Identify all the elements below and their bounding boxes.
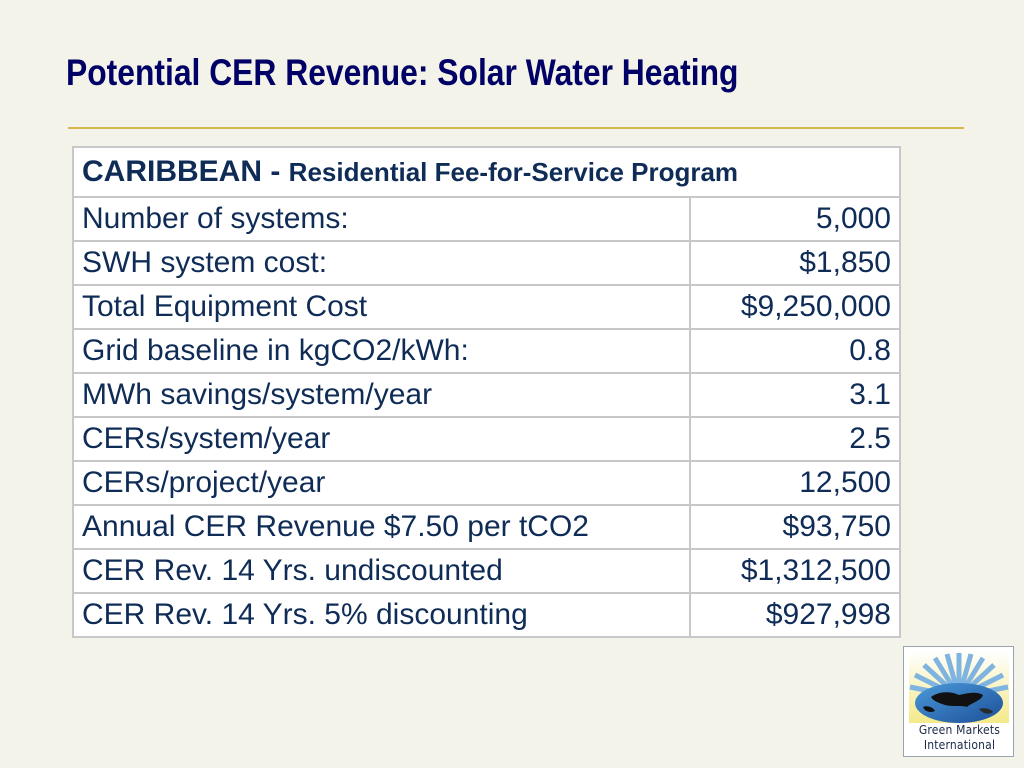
sun-globe-icon bbox=[909, 651, 1009, 723]
table-row: CERs/system/year 2.5 bbox=[71, 416, 901, 462]
row-label: Total Equipment Cost bbox=[71, 284, 692, 330]
row-value: 5,000 bbox=[689, 196, 901, 242]
row-label: SWH system cost: bbox=[71, 240, 692, 286]
green-markets-logo: Green Markets International bbox=[903, 646, 1014, 757]
logo-text-line2: International bbox=[923, 738, 996, 752]
title-divider bbox=[68, 127, 964, 129]
row-value: 0.8 bbox=[689, 328, 901, 374]
table-row: Number of systems: 5,000 bbox=[71, 196, 901, 242]
row-label: CER Rev. 14 Yrs. 5% discounting bbox=[71, 592, 692, 638]
table-row: Total Equipment Cost $9,250,000 bbox=[71, 284, 901, 330]
logo-text-line1: Green Markets bbox=[918, 723, 1001, 737]
row-label: MWh savings/system/year bbox=[71, 372, 692, 418]
row-label: CERs/project/year bbox=[71, 460, 692, 506]
table-header-program: Residential Fee-for-Service Program bbox=[288, 157, 739, 187]
row-label: Grid baseline in kgCO2/kWh: bbox=[71, 328, 692, 374]
table-row: Annual CER Revenue $7.50 per tCO2 $93,75… bbox=[71, 504, 901, 550]
table-header-row: CARIBBEAN - Residential Fee-for-Service … bbox=[72, 146, 901, 198]
cer-revenue-table: CARIBBEAN - Residential Fee-for-Service … bbox=[71, 146, 901, 638]
table-header-cell: CARIBBEAN - Residential Fee-for-Service … bbox=[72, 146, 901, 198]
table-row: CER Rev. 14 Yrs. 5% discounting $927,998 bbox=[71, 592, 901, 638]
row-value: $927,998 bbox=[689, 592, 901, 638]
row-label: Number of systems: bbox=[71, 196, 692, 242]
row-value: $93,750 bbox=[689, 504, 901, 550]
row-value: $1,850 bbox=[689, 240, 901, 286]
row-value: 12,500 bbox=[689, 460, 901, 506]
row-value: $1,312,500 bbox=[689, 548, 901, 594]
table-row: SWH system cost: $1,850 bbox=[71, 240, 901, 286]
table-row: CER Rev. 14 Yrs. undiscounted $1,312,500 bbox=[71, 548, 901, 594]
row-label: CERs/system/year bbox=[71, 416, 692, 462]
row-label: CER Rev. 14 Yrs. undiscounted bbox=[71, 548, 692, 594]
table-header-region: CARIBBEAN - bbox=[82, 155, 281, 188]
row-value: 3.1 bbox=[689, 372, 901, 418]
row-label: Annual CER Revenue $7.50 per tCO2 bbox=[71, 504, 692, 550]
slide-title: Potential CER Revenue: Solar Water Heati… bbox=[66, 52, 739, 93]
table-row: Grid baseline in kgCO2/kWh: 0.8 bbox=[71, 328, 901, 374]
table-row: MWh savings/system/year 3.1 bbox=[71, 372, 901, 418]
row-value: $9,250,000 bbox=[689, 284, 901, 330]
table-row: CERs/project/year 12,500 bbox=[71, 460, 901, 506]
row-value: 2.5 bbox=[689, 416, 901, 462]
